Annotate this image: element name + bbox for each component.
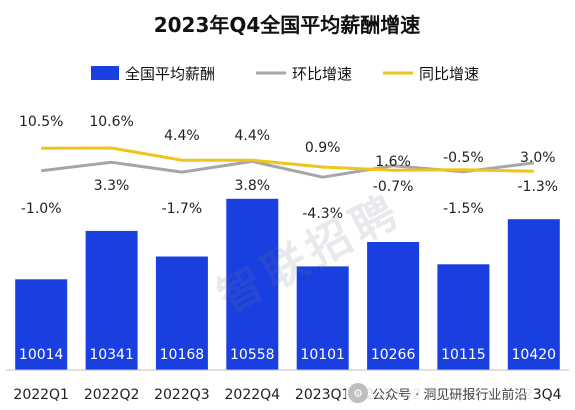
source-text: 公众号 · 洞见研报行业前沿	[372, 387, 528, 403]
x-tick-label: 2022Q2	[84, 387, 140, 403]
series-lines	[41, 146, 534, 179]
mom-data-label: -1.5%	[443, 201, 484, 217]
mom-data-label: 3.3%	[94, 178, 130, 194]
bar-value-label: 10014	[19, 347, 64, 363]
bar-2022q1	[15, 279, 68, 370]
mom-data-label: 3.0%	[520, 150, 556, 166]
bar-value-label: 10266	[371, 347, 416, 363]
bar-value-label: 10341	[89, 347, 134, 363]
yoy-data-label: 4.4%	[235, 128, 271, 144]
bar-2023q3	[437, 264, 490, 370]
mom-data-label: 1.6%	[375, 154, 411, 170]
bar-2022q4	[226, 198, 279, 370]
mom-data-label: 3.8%	[235, 178, 271, 194]
bar-2022q3	[155, 256, 208, 370]
wechat-account-icon: ⚙	[348, 383, 368, 403]
x-tick-label: 2022Q3	[154, 387, 210, 403]
legend-label-bar: 全国平均薪酬	[125, 65, 215, 83]
bar-2023q4	[507, 219, 560, 370]
bars	[15, 198, 560, 370]
bar-value-label: 10115	[441, 347, 486, 363]
mom-data-label: -1.7%	[162, 201, 203, 217]
bar-value-label: 10420	[512, 347, 557, 363]
bar-2023q1	[296, 266, 349, 370]
bar-value-label: 10558	[230, 347, 275, 363]
legend-label-yoy: 同比增速	[419, 65, 479, 83]
legend-label-mom: 环比增速	[292, 65, 352, 83]
bar-2022q2	[85, 230, 138, 370]
yoy-data-label: -1.3%	[517, 179, 558, 195]
legend-swatch-bar	[91, 66, 119, 80]
bar-value-label: 10101	[300, 347, 345, 363]
yoy-data-label: -0.7%	[373, 179, 414, 195]
data-labels: 10014 10341 10168 10558 10101 10266 10115 10420…	[19, 114, 558, 363]
chart-title: 2023年Q4全国平均薪酬增速	[154, 13, 421, 37]
line-yoy	[41, 146, 534, 173]
mom-data-label: -1.0%	[21, 201, 62, 217]
x-tick-label: 2022Q1	[13, 387, 69, 403]
bar-value-label: 10168	[160, 347, 205, 363]
mom-data-label: -4.3%	[302, 206, 343, 222]
legend: 全国平均薪酬 环比增速 同比增速	[91, 65, 479, 83]
yoy-data-label: 0.9%	[305, 140, 341, 156]
yoy-data-label: -0.5%	[443, 150, 484, 166]
yoy-data-label: 10.5%	[19, 114, 63, 130]
x-tick-label: 2022Q4	[225, 387, 281, 403]
bar-2023q2	[367, 242, 420, 370]
yoy-data-label: 4.4%	[164, 128, 200, 144]
source-tag: ⚙ 公众号 · 洞见研报行业前沿	[346, 382, 534, 404]
yoy-data-label: 10.6%	[89, 114, 133, 130]
x-tick-label: 2023Q1	[295, 387, 351, 403]
